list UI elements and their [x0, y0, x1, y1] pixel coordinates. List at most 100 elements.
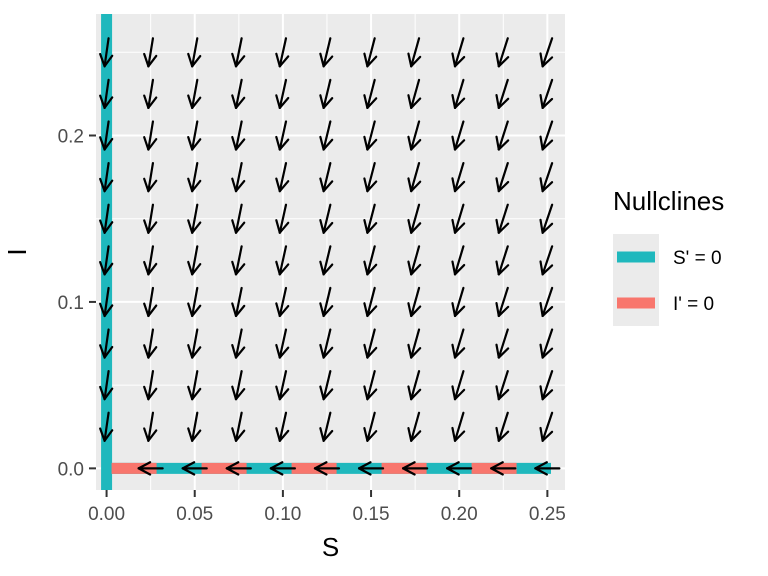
vector-arrow: [187, 120, 202, 151]
arrow-shaft: [278, 37, 288, 68]
arrow-shaft: [147, 245, 155, 276]
arrow-head: [99, 52, 106, 68]
arrow-shaft: [103, 328, 110, 359]
x-tick-label: 0.05: [176, 504, 213, 525]
arrow-head: [147, 262, 158, 276]
arrow-shaft: [322, 328, 332, 359]
vector-arrow: [99, 245, 114, 276]
arrow-head: [451, 94, 457, 109]
arrow-head: [319, 135, 325, 151]
arrow-head: [319, 94, 325, 109]
legend: Nullclines S' = 0 I' = 0: [613, 186, 724, 326]
arrow-head: [319, 302, 325, 318]
arrow-shaft: [497, 245, 509, 276]
arrow-head: [99, 94, 106, 109]
arrow-head: [103, 179, 114, 193]
arrow-shaft: [234, 120, 243, 151]
arrow-head: [99, 344, 106, 359]
arrow-shaft: [322, 120, 332, 151]
vector-arrow: [99, 203, 114, 234]
vector-arrow: [275, 245, 290, 276]
arrow-shaft: [147, 162, 155, 193]
arrow-head: [366, 346, 378, 359]
arrow-shaft: [191, 245, 199, 276]
arrow-head: [143, 177, 150, 193]
vector-arrow: [451, 411, 466, 442]
arrow-shaft: [322, 78, 332, 109]
vector-arrow: [319, 37, 334, 68]
vector-arrow: [231, 370, 246, 401]
arrow-head: [541, 389, 554, 401]
arrow-shaft: [366, 328, 376, 359]
arrow-shaft: [191, 162, 199, 193]
vector-arrow: [319, 120, 334, 151]
vector-arrow: [187, 328, 202, 359]
arrow-shaft: [366, 120, 376, 151]
arrow-head: [231, 343, 238, 359]
vector-arrow: [451, 37, 466, 68]
x-tick-label: 0.15: [353, 504, 390, 525]
vector-arrow: [363, 286, 378, 318]
arrow-shaft: [322, 286, 332, 318]
vector-arrow: [407, 245, 422, 276]
arrow-head: [278, 263, 290, 276]
arrow-head: [187, 177, 194, 193]
vector-arrow: [363, 37, 378, 68]
arrow-head: [269, 467, 284, 476]
arrow-shaft: [453, 411, 465, 442]
arrow-head: [497, 347, 510, 359]
arrow-head: [147, 54, 158, 68]
arrow-head: [541, 430, 554, 442]
arrow-head: [103, 387, 114, 401]
vector-arrow: [451, 203, 466, 234]
arrow-head: [495, 302, 500, 318]
arrow-head: [322, 429, 334, 442]
arrow-head: [539, 218, 544, 234]
vector-arrow: [143, 245, 158, 276]
vector-arrow: [407, 203, 422, 234]
arrow-head: [363, 135, 369, 151]
vector-arrow: [495, 203, 510, 234]
vector-arrow: [275, 120, 290, 151]
arrow-head: [495, 93, 500, 109]
arrow-shaft: [103, 286, 110, 318]
vector-arrow: [319, 328, 334, 359]
y-axis-title: I: [2, 248, 32, 255]
arrow-head: [410, 138, 422, 151]
vector-arrow: [495, 370, 510, 401]
arrow-head: [187, 52, 194, 68]
arrow-head: [278, 180, 290, 193]
arrow-head: [534, 461, 548, 470]
arrow-head: [363, 343, 369, 359]
arrow-shaft: [541, 120, 554, 151]
arrow-shaft: [410, 78, 421, 109]
arrow-shaft: [234, 203, 243, 234]
arrow-shaft: [366, 411, 376, 442]
arrow-shaft: [366, 78, 376, 109]
arrow-shaft: [410, 37, 421, 68]
arrow-head: [191, 54, 202, 68]
vector-arrow: [99, 286, 114, 318]
arrow-head: [490, 461, 504, 470]
vector-arrow: [187, 245, 202, 276]
vector-arrow: [363, 162, 378, 193]
arrow-head: [451, 177, 457, 193]
arrow-shaft: [322, 245, 332, 276]
vector-arrow: [402, 461, 429, 476]
vector-arrow: [231, 203, 246, 234]
arrow-head: [366, 55, 378, 68]
arrow-head: [234, 221, 246, 234]
arrow-head: [191, 429, 202, 442]
arrow-shaft: [410, 203, 421, 234]
arrow-shaft: [497, 411, 509, 442]
vector-arrow: [143, 78, 158, 109]
arrow-head: [322, 97, 334, 109]
arrow-head: [539, 260, 544, 276]
arrow-head: [191, 138, 202, 151]
arrow-head: [410, 430, 422, 442]
arrow-head: [322, 180, 334, 193]
arrow-shaft: [234, 37, 243, 68]
arrow-shaft: [497, 328, 509, 359]
arrow-head: [541, 305, 554, 318]
vector-arrow: [187, 162, 202, 193]
